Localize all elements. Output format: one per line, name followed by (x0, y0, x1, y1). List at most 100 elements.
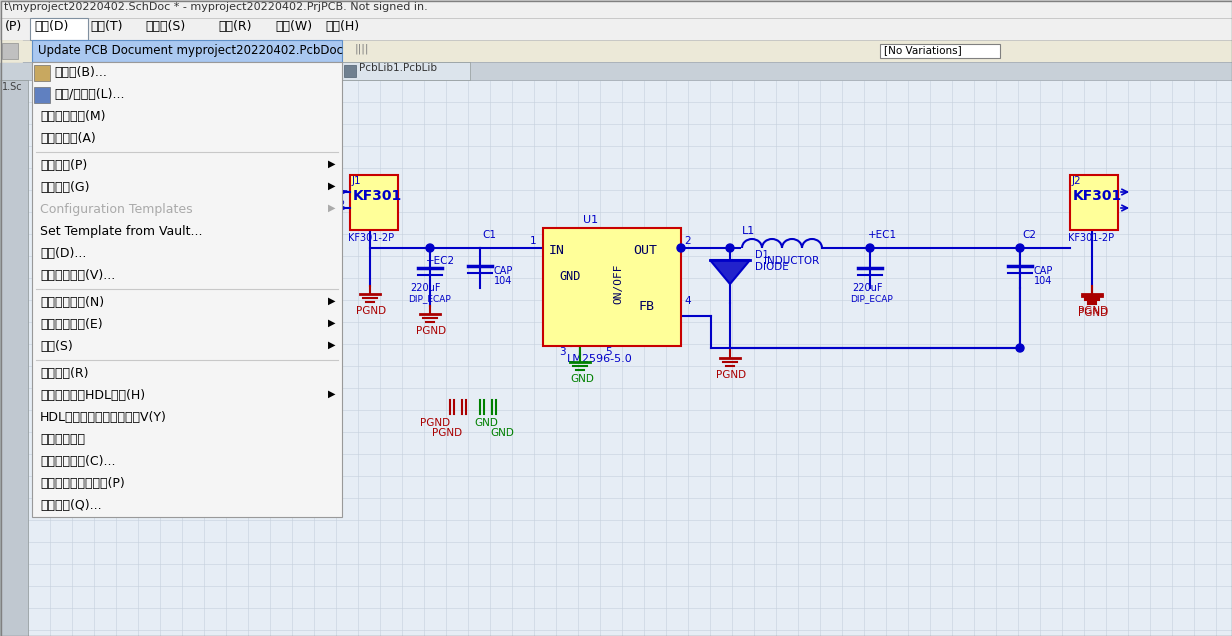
Text: 添加/移除库(L)...: 添加/移除库(L)... (54, 88, 124, 101)
Bar (32, 40, 342, 62)
Text: J1: J1 (352, 176, 362, 186)
Text: C1: C1 (482, 230, 496, 240)
Text: IN: IN (549, 244, 565, 257)
Text: PcbLib1.PcbLib: PcbLib1.PcbLib (359, 63, 437, 73)
Bar (34, 87, 51, 103)
Circle shape (726, 244, 734, 252)
Circle shape (426, 244, 434, 252)
Text: 1: 1 (530, 236, 537, 246)
Text: C2: C2 (1023, 230, 1036, 240)
Text: Update PCB Document myproject20220402.PcbDoc: Update PCB Document myproject20220402.Pc… (38, 44, 342, 57)
Text: CAP: CAP (1034, 266, 1053, 276)
Bar (0, 0, 1232, 18)
Text: CAP: CAP (494, 266, 514, 276)
Text: GND: GND (559, 270, 580, 283)
Text: ▶: ▶ (328, 318, 335, 328)
Text: U1: U1 (583, 215, 598, 225)
Text: 窗口(W): 窗口(W) (275, 20, 312, 33)
Bar (543, 228, 681, 346)
Text: ▶: ▶ (328, 340, 335, 350)
Text: 104: 104 (1034, 276, 1052, 286)
Text: L1: L1 (742, 226, 755, 236)
Text: 子图重新命名(C)...: 子图重新命名(C)... (39, 455, 116, 468)
Text: PGND: PGND (716, 370, 747, 380)
Polygon shape (710, 260, 750, 284)
Text: 5: 5 (605, 347, 611, 357)
Text: FB: FB (638, 300, 654, 313)
Bar (0, 62, 1232, 80)
Text: 更新(D)...: 更新(D)... (39, 247, 86, 260)
Bar (344, 65, 356, 77)
Circle shape (678, 244, 685, 252)
Bar (0, 18, 1232, 40)
Text: 生成集成库(A): 生成集成库(A) (39, 132, 96, 145)
Bar (0, 80, 28, 636)
Bar (0, 40, 22, 62)
Text: 产生图纸(R): 产生图纸(R) (39, 367, 89, 380)
Text: 仿真器(S): 仿真器(S) (145, 20, 185, 33)
Text: 2: 2 (684, 236, 691, 246)
Text: 220uF: 220uF (410, 283, 441, 293)
Text: ▶: ▶ (328, 159, 335, 169)
Text: ▶: ▶ (328, 203, 335, 213)
Text: (P): (P) (5, 20, 22, 33)
Text: 1.Sc: 1.Sc (2, 82, 22, 92)
Text: ||||: |||| (355, 43, 370, 53)
Bar (340, 62, 469, 80)
Text: PGND: PGND (420, 418, 450, 428)
Bar (2, 43, 18, 59)
Text: 104: 104 (494, 276, 513, 286)
Text: PGND: PGND (432, 428, 462, 438)
Text: HDL文件或图纸生成图表符V(Y): HDL文件或图纸生成图表符V(Y) (39, 411, 166, 424)
Text: 浏览库(B)...: 浏览库(B)... (54, 66, 107, 79)
Text: 移除当前模板(V)...: 移除当前模板(V)... (39, 269, 116, 282)
Text: 通用模板(G): 通用模板(G) (39, 181, 90, 194)
Circle shape (1016, 244, 1024, 252)
Text: 工程的网络表(N): 工程的网络表(N) (39, 296, 105, 309)
Text: GND: GND (570, 374, 594, 384)
Bar (1071, 175, 1117, 230)
Text: Configuration Templates: Configuration Templates (39, 203, 192, 216)
Text: 报告(R): 报告(R) (218, 20, 251, 33)
Text: DIODE: DIODE (755, 262, 788, 272)
Text: +EC1: +EC1 (869, 230, 897, 240)
Text: PGND: PGND (356, 306, 386, 316)
Text: PGND: PGND (1078, 306, 1108, 316)
Text: 文件的网络表(E): 文件的网络表(E) (39, 318, 102, 331)
Text: 文档选项(Q)...: 文档选项(Q)... (39, 499, 101, 512)
Text: GND: GND (490, 428, 514, 438)
Text: KF301: KF301 (354, 189, 403, 203)
Text: PGND: PGND (416, 326, 446, 336)
Bar (350, 175, 398, 230)
Text: ON/OFF: ON/OFF (614, 264, 623, 304)
Text: 从图表符产生HDL文件(H): 从图表符产生HDL文件(H) (39, 389, 145, 402)
Text: 帮助(H): 帮助(H) (325, 20, 359, 33)
Text: ▶: ▶ (328, 389, 335, 399)
Text: 项目模板(P): 项目模板(P) (39, 159, 87, 172)
Text: DIP_ECAP: DIP_ECAP (850, 294, 893, 303)
Bar (28, 80, 1232, 636)
Bar (34, 65, 51, 81)
Text: LM2596-5.0: LM2596-5.0 (567, 354, 633, 364)
Text: 4: 4 (684, 296, 691, 306)
Text: 3: 3 (559, 347, 565, 357)
Text: 设计(D): 设计(D) (34, 20, 68, 33)
Text: 工具(T): 工具(T) (90, 20, 122, 33)
Text: D1: D1 (755, 250, 769, 260)
Bar (880, 44, 1000, 58)
Circle shape (1016, 344, 1024, 352)
Bar (30, 18, 87, 40)
Text: KF301-2P: KF301-2P (347, 233, 394, 243)
Text: INDUCTOR: INDUCTOR (764, 256, 819, 266)
Text: GND: GND (474, 418, 498, 428)
Bar (0, 40, 1232, 62)
Text: —: — (338, 185, 347, 195)
Text: 生成原理图库(M): 生成原理图库(M) (39, 110, 106, 123)
Text: OUT: OUT (633, 244, 657, 257)
Bar (32, 62, 342, 517)
Text: 图纸生成器件: 图纸生成器件 (39, 433, 85, 446)
Text: t\myproject20220402.SchDoc * - myproject20220402.PrjPCB. Not signed in.: t\myproject20220402.SchDoc * - myproject… (4, 2, 428, 12)
Text: +EC2: +EC2 (426, 256, 455, 266)
Text: 同步图纸入口和端口(P): 同步图纸入口和端口(P) (39, 477, 124, 490)
Text: [No Variations]: [No Variations] (885, 45, 962, 55)
